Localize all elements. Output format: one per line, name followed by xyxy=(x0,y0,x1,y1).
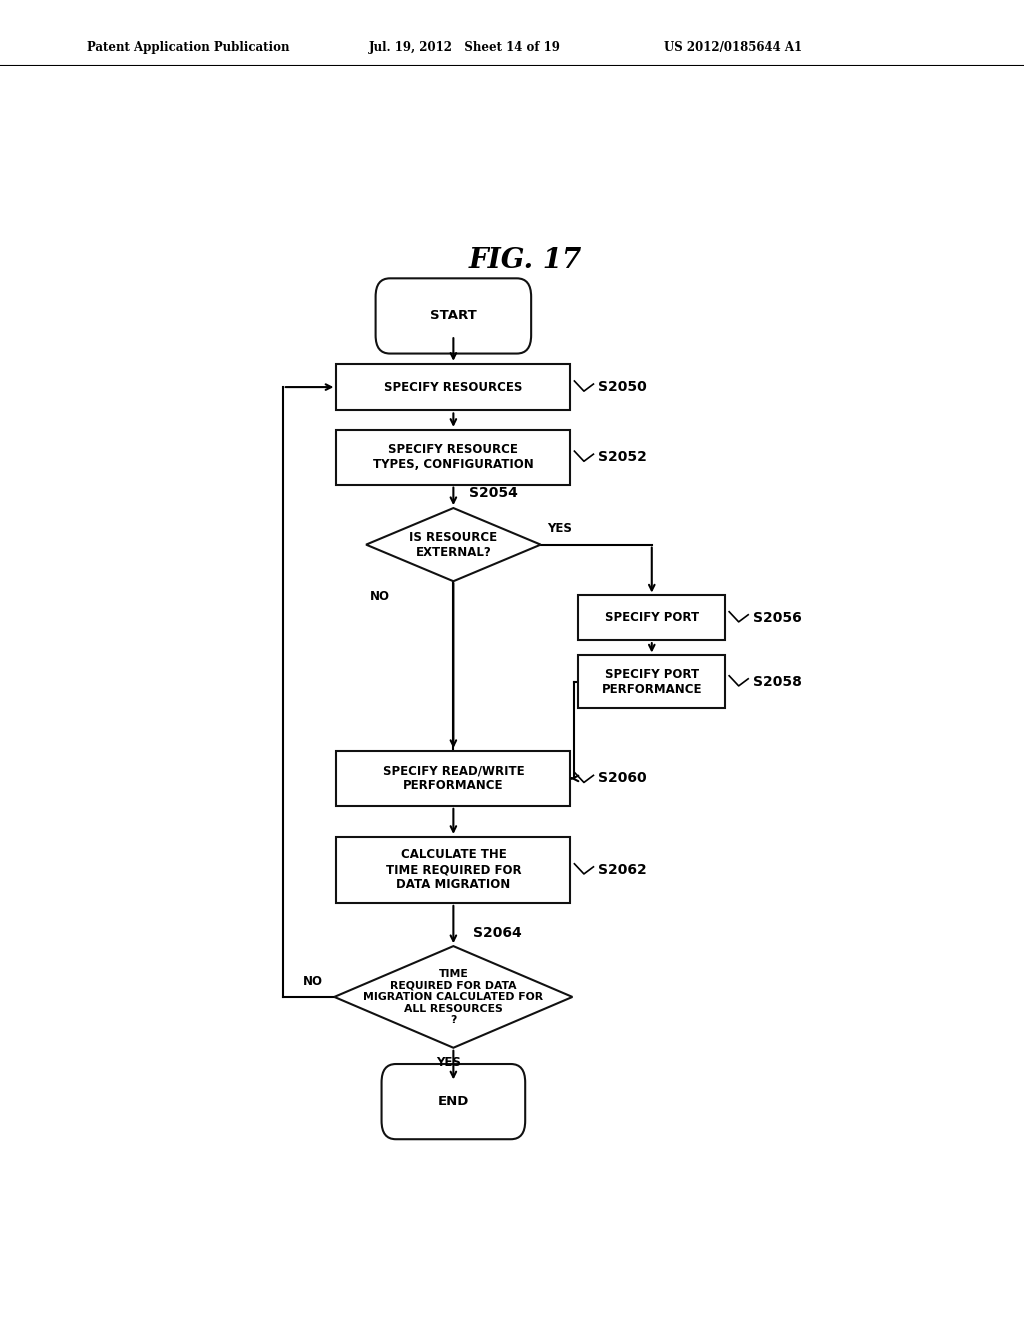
Text: S2052: S2052 xyxy=(598,450,647,465)
Text: US 2012/0185644 A1: US 2012/0185644 A1 xyxy=(664,41,802,54)
Bar xyxy=(579,595,725,640)
Polygon shape xyxy=(367,508,541,581)
Text: S2064: S2064 xyxy=(473,925,522,940)
Text: YES: YES xyxy=(547,523,571,536)
Text: SPECIFY RESOURCE
TYPES, CONFIGURATION: SPECIFY RESOURCE TYPES, CONFIGURATION xyxy=(373,444,534,471)
FancyBboxPatch shape xyxy=(376,279,531,354)
Text: S2058: S2058 xyxy=(753,675,802,689)
Text: FIG. 17: FIG. 17 xyxy=(468,247,582,273)
Text: SPECIFY READ/WRITE
PERFORMANCE: SPECIFY READ/WRITE PERFORMANCE xyxy=(383,764,524,792)
Text: SPECIFY RESOURCES: SPECIFY RESOURCES xyxy=(384,380,522,393)
Text: S2050: S2050 xyxy=(598,380,647,395)
FancyBboxPatch shape xyxy=(382,1064,525,1139)
Bar xyxy=(336,430,570,484)
Bar xyxy=(579,656,725,709)
Polygon shape xyxy=(334,946,572,1048)
Text: CALCULATE THE
TIME REQUIRED FOR
DATA MIGRATION: CALCULATE THE TIME REQUIRED FOR DATA MIG… xyxy=(386,849,521,891)
Text: S2060: S2060 xyxy=(598,771,647,785)
Text: S2054: S2054 xyxy=(469,486,518,500)
Text: IS RESOURCE
EXTERNAL?: IS RESOURCE EXTERNAL? xyxy=(410,531,498,558)
Text: YES: YES xyxy=(436,1056,461,1069)
Bar xyxy=(336,364,570,411)
Text: Jul. 19, 2012   Sheet 14 of 19: Jul. 19, 2012 Sheet 14 of 19 xyxy=(369,41,560,54)
Text: NO: NO xyxy=(370,590,390,602)
Text: S2062: S2062 xyxy=(598,863,647,876)
Text: TIME
REQUIRED FOR DATA
MIGRATION CALCULATED FOR
ALL RESOURCES
?: TIME REQUIRED FOR DATA MIGRATION CALCULA… xyxy=(364,969,544,1026)
Bar xyxy=(336,837,570,903)
Text: START: START xyxy=(430,309,477,322)
Bar xyxy=(336,751,570,805)
Text: NO: NO xyxy=(303,974,323,987)
Text: S2056: S2056 xyxy=(753,611,802,624)
Text: SPECIFY PORT: SPECIFY PORT xyxy=(605,611,698,624)
Text: Patent Application Publication: Patent Application Publication xyxy=(87,41,290,54)
Text: SPECIFY PORT
PERFORMANCE: SPECIFY PORT PERFORMANCE xyxy=(601,668,702,696)
Text: END: END xyxy=(437,1096,469,1107)
